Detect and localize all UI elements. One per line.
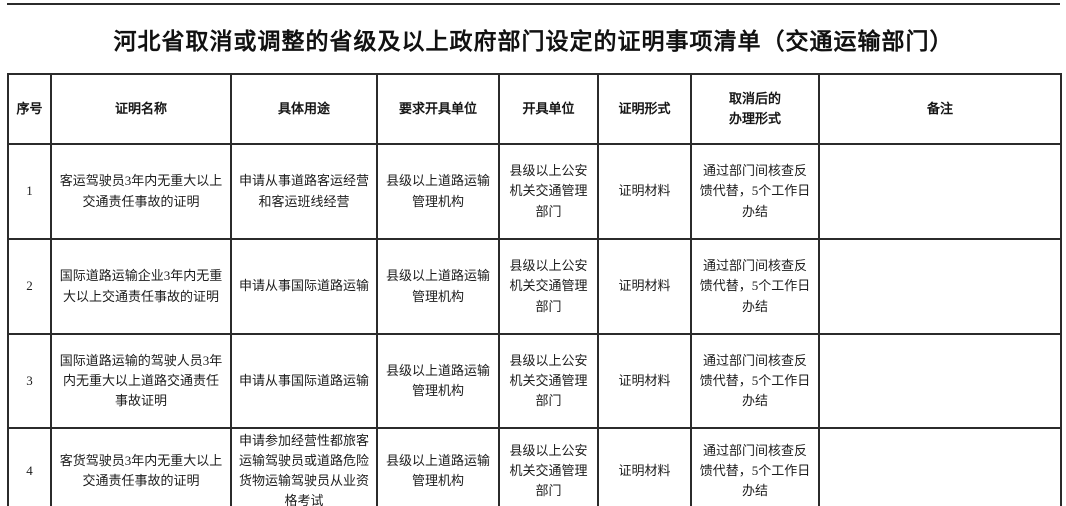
cell-specific-purpose: 申请从事国际道路运输 bbox=[230, 333, 378, 429]
cell-post-cancellation-process: 通过部门间核查反馈代替，5个工作日办结 bbox=[690, 143, 820, 240]
table-row: 4 客货驾驶员3年内无重大以上交通责任事故的证明 申请参加经营性都旅客运输驾驶员… bbox=[7, 427, 1062, 506]
header-remarks: 备注 bbox=[818, 73, 1062, 145]
cell-remarks bbox=[818, 238, 1062, 335]
certificates-table: 序号 证明名称 具体用途 要求开具单位 开具单位 证明形式 取消后的 办理形式 … bbox=[7, 73, 1062, 506]
cell-issuing-unit: 县级以上公安机关交通管理部门 bbox=[498, 238, 599, 335]
cell-certificate-form: 证明材料 bbox=[597, 333, 692, 429]
header-serial-number: 序号 bbox=[7, 73, 52, 145]
cell-required-issuing-unit: 县级以上道路运输管理机构 bbox=[376, 238, 500, 335]
table-header-row: 序号 证明名称 具体用途 要求开具单位 开具单位 证明形式 取消后的 办理形式 … bbox=[7, 73, 1062, 145]
document-title: 河北省取消或调整的省级及以上政府部门设定的证明事项清单（交通运输部门） bbox=[113, 29, 954, 54]
header-issuing-unit: 开具单位 bbox=[498, 73, 599, 145]
cell-remarks bbox=[818, 427, 1062, 506]
table-row: 2 国际道路运输企业3年内无重大以上交通责任事故的证明 申请从事国际道路运输 县… bbox=[7, 238, 1062, 335]
cell-serial-number: 4 bbox=[7, 427, 52, 506]
cell-issuing-unit: 县级以上公安机关交通管理部门 bbox=[498, 427, 599, 506]
cell-post-cancellation-process: 通过部门间核查反馈代替，5个工作日办结 bbox=[690, 238, 820, 335]
header-specific-purpose: 具体用途 bbox=[230, 73, 378, 145]
cell-issuing-unit: 县级以上公安机关交通管理部门 bbox=[498, 143, 599, 240]
cell-serial-number: 3 bbox=[7, 333, 52, 429]
cell-post-cancellation-process: 通过部门间核查反馈代替，5个工作日办结 bbox=[690, 333, 820, 429]
cell-specific-purpose: 申请从事道路客运经营和客运班线经营 bbox=[230, 143, 378, 240]
cell-required-issuing-unit: 县级以上道路运输管理机构 bbox=[376, 427, 500, 506]
cell-certificate-name: 客运驾驶员3年内无重大以上交通责任事故的证明 bbox=[50, 143, 232, 240]
cell-specific-purpose: 申请参加经营性都旅客运输驾驶员或道路危险货物运输驾驶员从业资格考试 bbox=[230, 427, 378, 506]
header-post-cancellation-process: 取消后的 办理形式 bbox=[690, 73, 820, 145]
cell-certificate-name: 国际道路运输企业3年内无重大以上交通责任事故的证明 bbox=[50, 238, 232, 335]
header-certificate-name: 证明名称 bbox=[50, 73, 232, 145]
cell-remarks bbox=[818, 143, 1062, 240]
cell-certificate-name: 客货驾驶员3年内无重大以上交通责任事故的证明 bbox=[50, 427, 232, 506]
header-required-issuing-unit: 要求开具单位 bbox=[376, 73, 500, 145]
cell-certificate-name: 国际道路运输的驾驶人员3年内无重大以上道路交通责任事故证明 bbox=[50, 333, 232, 429]
cell-required-issuing-unit: 县级以上道路运输管理机构 bbox=[376, 333, 500, 429]
cell-certificate-form: 证明材料 bbox=[597, 427, 692, 506]
cell-remarks bbox=[818, 333, 1062, 429]
table-row: 3 国际道路运输的驾驶人员3年内无重大以上道路交通责任事故证明 申请从事国际道路… bbox=[7, 333, 1062, 429]
cell-post-cancellation-process: 通过部门间核查反馈代替，5个工作日办结 bbox=[690, 427, 820, 506]
header-certificate-form: 证明形式 bbox=[597, 73, 692, 145]
cell-required-issuing-unit: 县级以上道路运输管理机构 bbox=[376, 143, 500, 240]
cell-certificate-form: 证明材料 bbox=[597, 143, 692, 240]
table-row: 1 客运驾驶员3年内无重大以上交通责任事故的证明 申请从事道路客运经营和客运班线… bbox=[7, 143, 1062, 240]
cell-serial-number: 1 bbox=[7, 143, 52, 240]
cell-issuing-unit: 县级以上公安机关交通管理部门 bbox=[498, 333, 599, 429]
cell-specific-purpose: 申请从事国际道路运输 bbox=[230, 238, 378, 335]
cell-certificate-form: 证明材料 bbox=[597, 238, 692, 335]
title-band: 河北省取消或调整的省级及以上政府部门设定的证明事项清单（交通运输部门） bbox=[7, 3, 1060, 73]
cell-serial-number: 2 bbox=[7, 238, 52, 335]
